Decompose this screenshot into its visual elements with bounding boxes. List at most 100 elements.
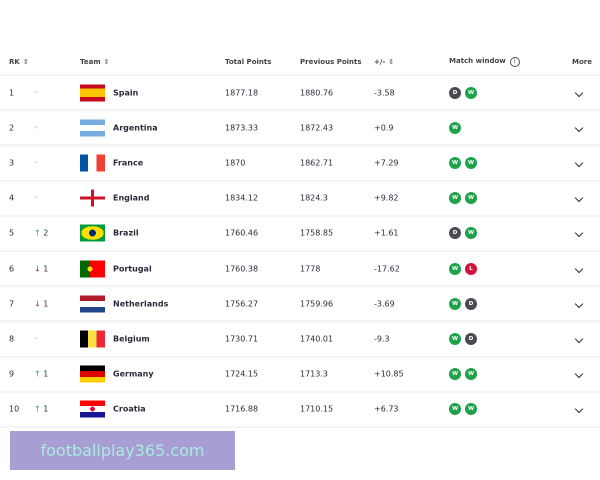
arrow-up-icon: ↑ — [34, 228, 41, 238]
flag-netherlands-icon — [80, 295, 105, 313]
expand-button[interactable] — [574, 405, 584, 414]
team-name[interactable]: Brazil — [113, 228, 139, 238]
team-name[interactable]: Germany — [113, 369, 154, 379]
total-points: 1870 — [225, 158, 246, 168]
result-badge: W — [449, 262, 461, 275]
chevron-down-icon — [574, 158, 584, 168]
result-badge: W — [465, 157, 477, 170]
rank-movement: • — [34, 88, 39, 97]
chevron-down-icon — [574, 229, 584, 238]
rank: 9 — [9, 369, 15, 379]
total-header: Total Points — [225, 58, 272, 66]
result-badge: W — [449, 157, 461, 170]
sort-rk[interactable]: RK ⇕ — [9, 58, 29, 66]
expand-button[interactable] — [574, 194, 584, 203]
table-row[interactable]: 7 ↓ 1 Netherlands 1756.27 1759.96 -3.69 … — [0, 287, 600, 321]
previous-points: 1880.76 — [300, 88, 334, 98]
points-diff: -3.69 — [374, 299, 395, 309]
rank-movement: ↓ 1 — [34, 299, 48, 308]
rank-movement: ↑ 1 — [34, 405, 48, 414]
rank-movement: ↑ 2 — [34, 229, 48, 238]
result-badge: W — [465, 86, 477, 99]
rank-change: 1 — [43, 299, 49, 309]
points-diff: +7.29 — [374, 158, 399, 168]
rank-movement: • — [34, 159, 39, 168]
more-header: More — [572, 58, 592, 66]
previous-points: 1759.96 — [300, 299, 334, 309]
expand-button[interactable] — [574, 299, 584, 309]
team-name[interactable]: France — [113, 158, 144, 168]
expand-button[interactable] — [574, 158, 584, 168]
result-badge: W — [449, 368, 461, 381]
rank: 2 — [9, 123, 15, 133]
total-points: 1730.71 — [225, 334, 259, 344]
table-row[interactable]: 2 • Argentina 1873.33 1872.43 +0.9 W — [0, 111, 600, 145]
rank: 8 — [9, 334, 15, 344]
result-badge: W — [465, 227, 477, 240]
chevron-down-icon — [574, 194, 584, 203]
result-badge: W — [449, 192, 461, 205]
points-diff: -9.3 — [374, 334, 390, 344]
team-name[interactable]: Portugal — [113, 264, 152, 274]
arrow-down-icon: ↓ — [34, 264, 41, 274]
expand-button[interactable] — [574, 369, 584, 379]
team-name[interactable]: Belgium — [113, 334, 150, 344]
rank: 5 — [9, 228, 15, 238]
flag-spain-icon — [80, 84, 105, 102]
expand-button[interactable] — [574, 264, 584, 273]
rank: 4 — [9, 193, 15, 203]
arrow-up-icon: ↑ — [34, 369, 41, 379]
team-name[interactable]: Argentina — [113, 123, 158, 133]
chevron-down-icon — [574, 264, 584, 273]
sort-diff[interactable]: +/- ⇕ — [374, 58, 394, 66]
points-diff: +10.85 — [374, 369, 404, 379]
previous-points: 1872.43 — [300, 123, 334, 133]
result-badge: W — [465, 403, 477, 416]
team-name[interactable]: Croatia — [113, 404, 146, 414]
total-points: 1760.46 — [225, 228, 259, 238]
rank-change: 1 — [43, 264, 49, 274]
result-badge: W — [449, 403, 461, 416]
points-diff: -3.58 — [374, 88, 395, 98]
info-icon[interactable]: i — [509, 57, 520, 67]
match-window: W — [449, 121, 461, 134]
expand-button[interactable] — [574, 334, 584, 344]
expand-button[interactable] — [574, 88, 584, 97]
previous-points: 1710.15 — [300, 404, 334, 414]
rankings-table: RK ⇕ Team ⇕ Total Points Previous Points +… — [0, 50, 600, 429]
arrow-down-icon: ↓ — [34, 299, 41, 309]
flag-belgium-icon — [80, 330, 105, 348]
no-change-icon: • — [34, 334, 39, 344]
points-diff: -17.62 — [374, 264, 400, 274]
expand-button[interactable] — [574, 123, 584, 133]
previous-points: 1778 — [300, 264, 321, 274]
previous-header: Previous Points — [300, 58, 362, 66]
total-points: 1724.15 — [225, 369, 259, 379]
result-badge: W — [449, 333, 461, 345]
diff-header: +/- — [374, 58, 386, 66]
expand-button[interactable] — [574, 229, 584, 238]
team-name[interactable]: Spain — [113, 88, 139, 98]
team-name[interactable]: England — [113, 193, 150, 203]
watermark: footballplay365.com — [10, 431, 235, 470]
total-points: 1756.27 — [225, 299, 259, 309]
rank-movement: ↑ 1 — [34, 370, 48, 379]
sort-team[interactable]: Team ⇕ — [80, 58, 110, 66]
match-window-header: Match window i — [449, 57, 520, 67]
chevron-down-icon — [574, 123, 584, 133]
team-name[interactable]: Netherlands — [113, 299, 169, 309]
points-diff: +1.61 — [374, 228, 399, 238]
